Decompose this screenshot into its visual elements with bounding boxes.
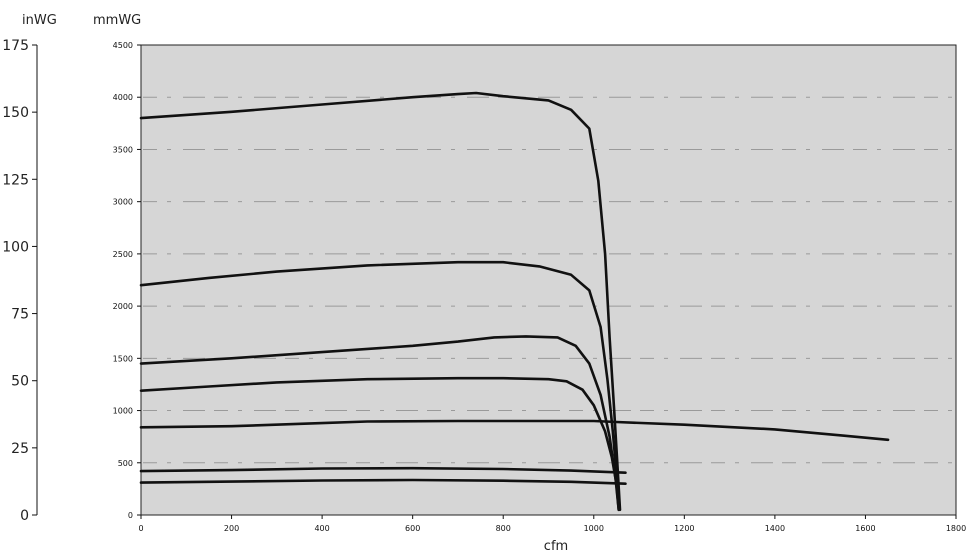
inwg-tick-label: 25 xyxy=(11,441,29,457)
primary-y-axis-unit-label: mmWG xyxy=(93,13,141,28)
mmwg-tick-label: 1000 xyxy=(113,407,133,416)
mmwg-tick-label: 2500 xyxy=(113,250,133,259)
series-lines xyxy=(139,91,890,512)
series-line-1 xyxy=(139,91,622,512)
plot-area xyxy=(140,44,957,516)
x-tick-label: 200 xyxy=(224,524,239,533)
mmwg-tick-label: 500 xyxy=(118,459,133,468)
mmwg-tick-label: 3000 xyxy=(113,198,133,207)
gridlines xyxy=(143,96,954,464)
x-tick-label: 1400 xyxy=(765,524,785,533)
secondary-y-axis-ticks: 0 25 50 75 100 125 150 175 xyxy=(2,38,37,524)
x-tick-label: 1600 xyxy=(855,524,875,533)
series-line-5 xyxy=(139,419,890,442)
x-tick-label: 600 xyxy=(405,524,420,533)
inwg-tick-label: 125 xyxy=(2,172,29,188)
inwg-tick-label: 0 xyxy=(20,508,29,524)
secondary-y-axis-unit-label: inWG xyxy=(22,13,57,28)
mmwg-tick-label: 2000 xyxy=(113,302,133,311)
mmwg-tick-label: 4000 xyxy=(113,93,133,102)
inwg-tick-label: 150 xyxy=(2,105,29,121)
series-line-4 xyxy=(139,376,620,512)
x-tick-label: 1000 xyxy=(584,524,604,533)
mmwg-tick-label: 0 xyxy=(128,511,133,520)
x-axis-ticks: 0 200 400 600 800 1000 1200 1400 1600 1800 xyxy=(138,515,966,533)
series-line-3 xyxy=(139,335,620,512)
primary-y-axis-ticks: 0 500 1000 1500 2000 2500 3000 3500 4000 4500 xyxy=(113,41,141,520)
x-tick-label: 400 xyxy=(314,524,329,533)
x-tick-label: 800 xyxy=(496,524,511,533)
inwg-tick-label: 175 xyxy=(2,38,29,54)
inwg-tick-label: 100 xyxy=(2,239,29,255)
x-axis-title: cfm xyxy=(544,539,568,554)
series-line-6 xyxy=(139,466,627,474)
mmwg-tick-label: 4500 xyxy=(113,41,133,50)
x-tick-label: 0 xyxy=(138,524,143,533)
x-tick-label: 1800 xyxy=(946,524,966,533)
mmwg-tick-label: 1500 xyxy=(113,354,133,363)
inwg-tick-label: 75 xyxy=(11,307,29,323)
x-tick-label: 1200 xyxy=(674,524,694,533)
mmwg-tick-label: 3500 xyxy=(113,145,133,154)
series-line-7 xyxy=(139,478,627,485)
inwg-tick-label: 50 xyxy=(11,374,29,390)
